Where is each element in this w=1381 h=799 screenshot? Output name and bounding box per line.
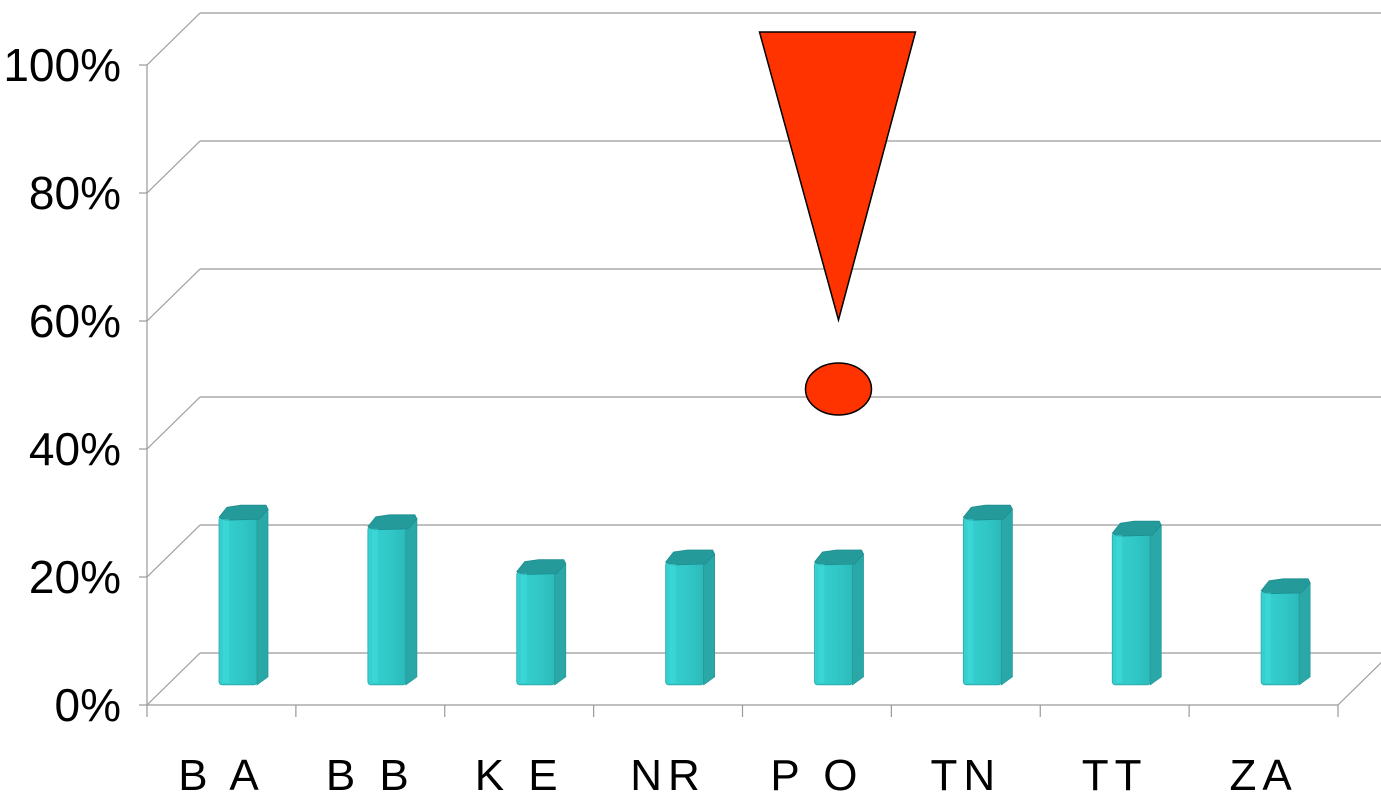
x-tick-label: P O — [770, 751, 863, 799]
bar — [218, 504, 269, 686]
bar-side — [852, 553, 864, 686]
bar-top — [813, 549, 864, 566]
bar-side — [554, 562, 567, 686]
bar-side — [703, 553, 716, 686]
x-tick-label: ZA — [1229, 751, 1297, 799]
bar-highlight — [967, 519, 974, 683]
bar — [1111, 520, 1162, 686]
x-tick-label: NR — [630, 751, 706, 799]
gridline-depth — [146, 140, 201, 194]
bar-side — [405, 518, 418, 686]
x-tick-labels: B A B B K E NR P O TN TT ZA — [178, 751, 1297, 799]
gridline-depth — [146, 12, 201, 66]
bar-side — [256, 508, 269, 686]
bar — [1260, 578, 1311, 686]
bars — [218, 504, 1311, 686]
bar-highlight — [669, 564, 676, 683]
y-tick-label: 20% — [29, 551, 121, 603]
x-tick-label: B B — [326, 751, 415, 799]
bar-top — [1111, 520, 1162, 537]
y-tick-label: 40% — [29, 423, 121, 475]
bar-top — [1260, 578, 1311, 595]
bar-top — [516, 559, 567, 576]
x-tick-label: B A — [178, 751, 265, 799]
x-tick-label: TT — [1082, 751, 1148, 799]
gridline-depth — [146, 652, 201, 706]
bar — [664, 549, 716, 686]
gridline-depth — [146, 524, 201, 578]
exclamation-annotation — [758, 31, 917, 416]
bar — [962, 504, 1013, 686]
bar — [813, 549, 864, 686]
bar-highlight — [1116, 535, 1123, 683]
gridlines — [146, 12, 1381, 706]
gridline — [146, 268, 1381, 322]
bar-top — [367, 514, 418, 531]
floor-right-edge — [1337, 661, 1381, 706]
y-tick-label: 80% — [29, 167, 121, 219]
bar — [367, 514, 418, 686]
bar-top — [962, 504, 1013, 521]
exclamation-dot — [804, 362, 873, 416]
gridline — [146, 12, 1381, 66]
gridline — [146, 140, 1381, 194]
y-tick-label: 60% — [29, 295, 121, 347]
y-tick-label: 100% — [3, 39, 121, 91]
gridline-depth — [146, 396, 201, 450]
bar-side — [1298, 582, 1311, 686]
bar-top — [218, 504, 269, 521]
y-tick-labels: 0% 20% 40% 60% 80% 100% — [3, 39, 121, 731]
bar-side — [1000, 508, 1013, 686]
chart-walls — [1337, 661, 1381, 706]
bar-highlight — [1265, 592, 1272, 683]
x-tick-label: K E — [475, 751, 564, 799]
bar-highlight — [818, 564, 825, 683]
gridline — [146, 396, 1381, 450]
bar-highlight — [222, 519, 229, 683]
gridline — [146, 524, 1381, 578]
bar-highlight — [520, 573, 527, 683]
bar-side — [1149, 524, 1162, 686]
gridline-depth — [146, 268, 201, 322]
axes — [139, 64, 1339, 717]
y-tick-label: 0% — [55, 679, 121, 731]
bar-top — [664, 549, 716, 566]
bar-highlight — [371, 528, 378, 683]
exclamation-stroke — [758, 31, 917, 323]
bar — [516, 559, 567, 686]
gridline — [146, 652, 1381, 706]
x-tick-label: TN — [930, 751, 1001, 799]
